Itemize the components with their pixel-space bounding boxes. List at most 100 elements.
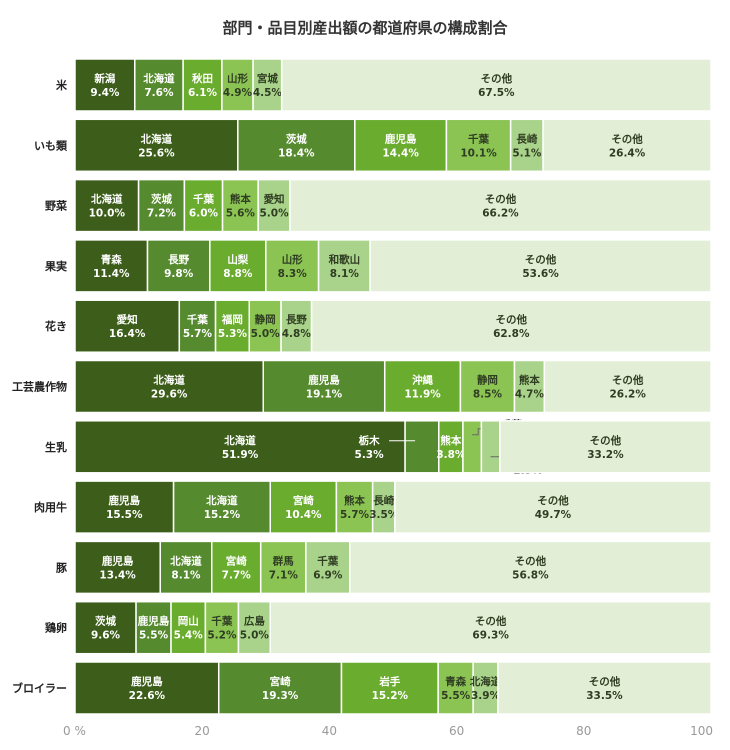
segment-value: 8.1% bbox=[330, 268, 360, 280]
bar-segment bbox=[280, 58, 712, 112]
bar-segment bbox=[74, 239, 149, 293]
bar-segment bbox=[269, 600, 712, 655]
bar-segment bbox=[497, 661, 712, 715]
x-tick-label: 20 bbox=[195, 724, 210, 738]
segment-name: 長崎 bbox=[516, 132, 537, 145]
segment-value: 29.6% bbox=[151, 389, 188, 401]
category-label: 果実 bbox=[44, 259, 67, 273]
segment-name: 静岡 bbox=[477, 374, 498, 387]
segment-value: 26.2% bbox=[609, 389, 646, 401]
bar-segment bbox=[74, 480, 175, 534]
bar-segment bbox=[146, 239, 211, 293]
bar-segment bbox=[74, 299, 181, 353]
bar-segment bbox=[221, 178, 259, 233]
segment-value: 5.0% bbox=[260, 208, 290, 220]
bar-segment bbox=[204, 600, 240, 655]
segment-value: 6.0% bbox=[189, 208, 219, 220]
category-label: 生乳 bbox=[45, 440, 67, 454]
bar-segment bbox=[280, 299, 313, 353]
segment-name: 栃木 bbox=[359, 434, 380, 447]
bar-segment bbox=[134, 58, 184, 112]
segment-name: 岡山 bbox=[178, 615, 199, 628]
bar-row: 肉用牛 鹿児島 15.5% 北海道 15.2% 宮崎 10.4% 熊本 5.7%長崎 3.5% その… bbox=[34, 480, 712, 534]
segment-name: 宮崎 bbox=[270, 675, 291, 688]
segment-name: 北海道 bbox=[470, 675, 502, 688]
segment-value: 11.4% bbox=[93, 268, 130, 280]
segment-name: その他 bbox=[475, 615, 507, 628]
bar-segment bbox=[340, 661, 439, 715]
segment-value: 14.4% bbox=[382, 147, 419, 159]
bar-segment bbox=[221, 58, 254, 112]
segment-value: 5.2% bbox=[207, 630, 237, 642]
segment-value: 7.2% bbox=[147, 208, 177, 220]
segment-name: 茨城 bbox=[95, 615, 116, 628]
x-tick-label: 0 % bbox=[63, 724, 86, 738]
bar-segment bbox=[349, 540, 712, 595]
segment-value: 13.4% bbox=[99, 569, 136, 581]
segment-name: 新潟 bbox=[94, 72, 115, 85]
segment-value: 16.4% bbox=[109, 328, 146, 340]
bar-segment bbox=[289, 178, 712, 233]
segment-name: 長崎 bbox=[373, 494, 394, 507]
segment-value: 9.4% bbox=[90, 87, 120, 99]
segment-value: 8.5% bbox=[473, 389, 503, 401]
segment-name: 岩手 bbox=[378, 675, 400, 688]
bar-segment bbox=[74, 420, 406, 474]
segment-name: 熊本 bbox=[519, 374, 540, 387]
segment-value: 5.3% bbox=[218, 328, 248, 340]
segment-value: 7.1% bbox=[269, 569, 299, 581]
segment-value: 19.1% bbox=[306, 389, 343, 401]
bar-segment bbox=[237, 600, 272, 655]
segment-name: 宮崎 bbox=[226, 554, 247, 567]
category-label: 豚 bbox=[56, 561, 68, 574]
segment-value: 26.4% bbox=[609, 147, 646, 159]
segment-name: 和歌山 bbox=[328, 253, 361, 266]
segment-value: 3.5% bbox=[369, 509, 399, 521]
x-tick-label: 60 bbox=[449, 724, 464, 738]
segment-name: 熊本 bbox=[440, 434, 461, 447]
bar-segment bbox=[543, 359, 712, 414]
category-label: 肉用牛 bbox=[34, 500, 67, 514]
bar-segment bbox=[137, 178, 186, 233]
bar-segment bbox=[217, 661, 343, 715]
segment-value: 5.7% bbox=[340, 509, 370, 521]
segment-value: 5.4% bbox=[174, 630, 204, 642]
bar-segment bbox=[74, 359, 265, 414]
segment-value: 8.8% bbox=[223, 268, 253, 280]
category-label: ブロイラー bbox=[12, 681, 67, 695]
segment-value: 4.5% bbox=[253, 87, 283, 99]
bar-row: 鶏卵 茨城 9.6% 鹿児島 5.5% 岡山 5.4% 千葉 5.2% 広島 5.0% その他 69.3… bbox=[45, 600, 712, 655]
segment-name: 山梨 bbox=[227, 253, 248, 266]
bar-row: 果実 青森 11.4% 長野 9.8% 山梨 8.8% 山形 8.3% 和歌山 8.1% その他 53.… bbox=[44, 239, 712, 293]
segment-value: 51.9% bbox=[222, 449, 259, 461]
segment-value: 19.3% bbox=[262, 690, 299, 702]
segment-name: 千葉 bbox=[211, 615, 232, 628]
segment-name: 長野 bbox=[168, 254, 189, 266]
bar-segment bbox=[499, 420, 712, 474]
segment-value: 49.7% bbox=[535, 509, 572, 521]
segment-value: 6.9% bbox=[313, 569, 343, 581]
segment-name: 千葉 bbox=[187, 313, 208, 326]
bar-row: 花き 愛知 16.4% 千葉 5.7% 福岡 5.3% 静岡 5.0% 長野 4.8% その他 62.8… bbox=[45, 299, 712, 353]
category-label: 花き bbox=[45, 319, 67, 333]
segment-value: 25.6% bbox=[138, 147, 175, 159]
segment-name: 山形 bbox=[227, 72, 248, 85]
segment-name: 長野 bbox=[286, 314, 307, 326]
bar-row: 生乳北海道51.9%栃木5.3%熊本3.8%千葉2.9%岩手2.9%その他33.… bbox=[45, 418, 712, 477]
segment-name: その他 bbox=[611, 132, 643, 145]
bar-segment bbox=[74, 540, 161, 595]
segment-value: 4.7% bbox=[515, 389, 545, 401]
segment-value: 69.3% bbox=[472, 630, 509, 642]
bar-row: 野菜 北海道 10.0% 茨城 7.2% 千葉 6.0% 熊本 5.6% 愛知 5.0% その他 66.… bbox=[45, 178, 712, 233]
bar-segment bbox=[305, 540, 351, 595]
bar-segment bbox=[438, 420, 464, 474]
bars-layer: 米 新潟 9.4% 北海道 7.6% 秋田 6.1% 山形 4.9% 宮城 4.5% その他 67.5%… bbox=[12, 58, 712, 715]
bar-row: ブロイラー 鹿児島 22.6% 宮崎 19.3% 岩手 15.2% 青森 5.5% 北海道 3.9%… bbox=[12, 661, 712, 715]
segment-name: 千葉 bbox=[193, 193, 214, 206]
segment-name: 秋田 bbox=[192, 72, 213, 85]
segment-value: 5.5% bbox=[441, 690, 471, 702]
segment-value: 9.6% bbox=[91, 630, 121, 642]
segment-name: 北海道 bbox=[224, 434, 256, 447]
bar-segment bbox=[459, 359, 516, 414]
segment-name: 北海道 bbox=[91, 193, 123, 206]
